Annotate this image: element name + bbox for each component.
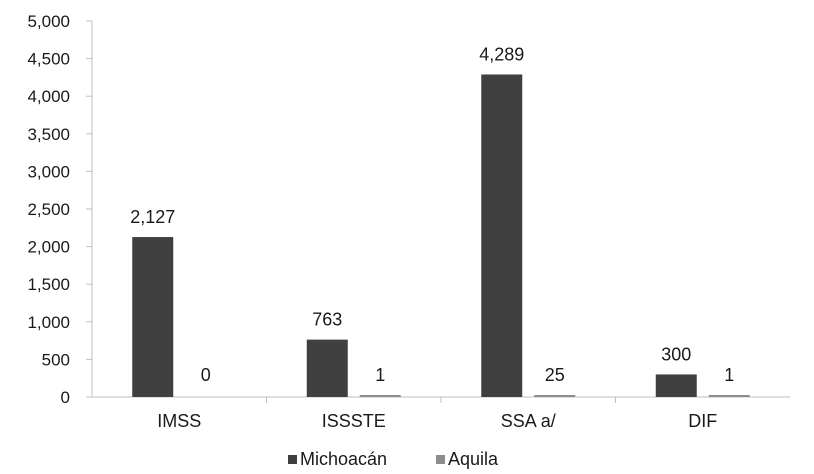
x-category-label: DIF <box>688 411 717 431</box>
y-tick-label: 5,000 <box>27 12 70 31</box>
bar-michoacan <box>306 339 348 397</box>
bar-michoacan <box>481 74 523 398</box>
data-label: 4,289 <box>479 44 524 64</box>
y-tick-label: 1,500 <box>27 275 70 294</box>
data-label: 1 <box>724 365 734 385</box>
y-tick-label: 2,000 <box>27 238 70 257</box>
bars <box>132 74 750 398</box>
y-tick-label: 2,500 <box>27 200 70 219</box>
y-tick-label: 0 <box>61 388 70 407</box>
legend-label: Aquila <box>448 449 499 469</box>
y-tick-label: 3,000 <box>27 162 70 181</box>
data-label: 25 <box>545 365 565 385</box>
data-label: 0 <box>201 365 211 385</box>
x-axis: IMSS ISSSTE SSA a/DIF <box>92 396 790 431</box>
y-tick-label: 3,500 <box>27 125 70 144</box>
y-tick-label: 1,000 <box>27 313 70 332</box>
x-category-label: IMSS <box>157 411 201 431</box>
y-tick-label: 4,500 <box>27 50 70 69</box>
legend-label: Michoacán <box>300 449 387 469</box>
data-label: 1 <box>375 365 385 385</box>
bar-aquila <box>708 395 750 397</box>
data-label: 300 <box>661 344 691 364</box>
bar-aquila <box>359 395 401 397</box>
legend-swatch <box>288 455 297 464</box>
y-tick-label: 4,000 <box>27 87 70 106</box>
legend: Michoacán Aquila <box>288 449 499 469</box>
data-label: 2,127 <box>130 207 175 227</box>
y-tick-label: 500 <box>42 350 70 369</box>
x-category-label: SSA a/ <box>501 411 556 431</box>
bar-michoacan <box>132 237 174 397</box>
y-axis: 0 500 1,000 1,500 2,000 2,500 3,000 3,500 4,000 4… <box>27 12 93 407</box>
legend-swatch <box>436 455 445 464</box>
bar-michoacan <box>655 374 697 397</box>
data-label: 763 <box>312 310 342 330</box>
bar-aquila <box>534 395 576 397</box>
x-category-label: ISSSTE <box>322 411 386 431</box>
data-labels: 2,127 0 763 1 4,289 25 300 1 <box>130 44 734 385</box>
